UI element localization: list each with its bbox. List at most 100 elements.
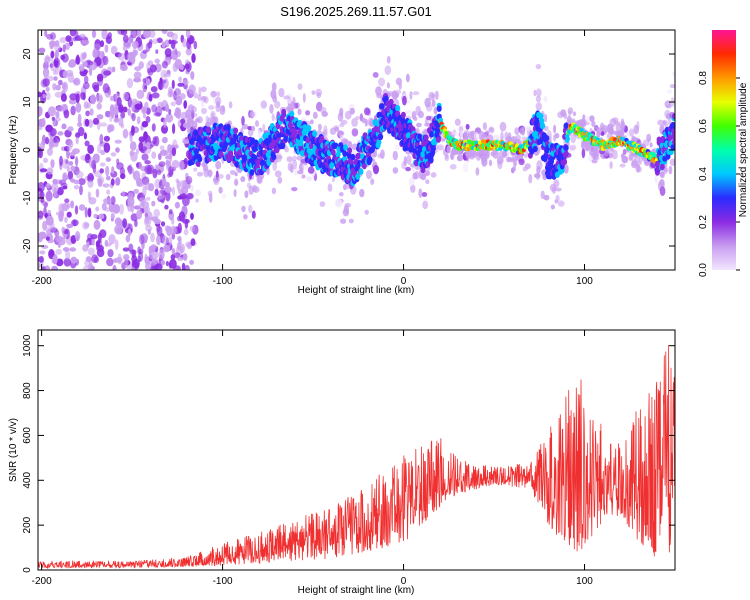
spectrogram-noise-blob xyxy=(136,89,145,99)
spectrogram-halo-blob xyxy=(507,132,512,140)
spectrogram-halo-blob xyxy=(241,205,246,213)
spectrogram-ridge-blob xyxy=(544,135,550,142)
spectrogram-noise-blob xyxy=(190,71,195,80)
spectrogram-noise-blob xyxy=(165,186,173,194)
spectrogram-noise-blob xyxy=(51,116,55,121)
spectrogram-noise-blob xyxy=(190,105,197,113)
spectrogram-halo-blob xyxy=(364,107,370,116)
spectrogram-noise-blob xyxy=(171,79,175,89)
spectrogram-ridge-blob xyxy=(579,127,584,133)
spectrogram-noise-blob xyxy=(58,203,65,214)
spectrogram-halo-blob xyxy=(488,159,493,167)
spectrogram-noise-blob xyxy=(107,249,114,258)
spectrogram-noise-blob xyxy=(46,167,54,175)
spectrogram-noise-blob xyxy=(145,225,153,232)
spectrogram-noise-blob xyxy=(67,144,72,152)
spectrogram-noise-blob xyxy=(45,190,53,202)
spectrogram-halo-blob xyxy=(284,147,290,153)
spectrogram-halo-blob xyxy=(406,73,410,83)
y-tick-label: 600 xyxy=(22,427,33,444)
spectrogram-noise-blob xyxy=(160,79,167,84)
spectrogram-halo-blob xyxy=(412,172,418,180)
spectrogram-noise-blob xyxy=(96,114,104,120)
spectrogram-noise-blob xyxy=(80,92,86,100)
spectrogram-noise-blob xyxy=(160,221,166,227)
spectrogram-noise-blob xyxy=(81,53,87,60)
spectrogram-ridge-blob xyxy=(444,131,449,136)
spectrogram-noise-blob xyxy=(73,185,80,190)
spectrogram-ridge-blob xyxy=(656,136,662,143)
spectrogram-halo-blob xyxy=(425,103,433,112)
spectrogram-noise-blob xyxy=(45,183,51,189)
spectrogram-noise-blob xyxy=(97,144,102,154)
spectrogram-ridge-blob xyxy=(358,168,364,175)
spectrogram-noise-blob xyxy=(168,209,173,215)
spectrogram-halo-blob xyxy=(297,83,303,90)
spectrogram-noise-blob xyxy=(168,108,172,115)
spectrogram-noise-blob xyxy=(49,40,56,48)
spectrogram-noise-blob xyxy=(61,82,67,90)
spectrogram-noise-blob xyxy=(65,35,72,42)
spectrogram-halo-blob xyxy=(473,132,480,142)
spectrogram-noise-blob xyxy=(79,33,86,39)
spectrogram-halo-blob xyxy=(437,144,444,151)
spectrogram-halo-blob xyxy=(293,167,298,177)
spectrogram-noise-blob xyxy=(111,66,116,73)
spectrogram-halo-blob xyxy=(329,127,337,135)
spectrogram-noise-blob xyxy=(83,75,89,84)
spectrogram-ridge-blob xyxy=(671,127,675,135)
spectrogram-noise-blob xyxy=(129,249,137,255)
spectrogram-halo-blob xyxy=(210,90,217,98)
spectrogram-halo-blob xyxy=(469,150,476,157)
spectrogram-halo-blob xyxy=(322,129,328,139)
spectrogram-halo-blob xyxy=(392,150,398,161)
spectrogram-noise-blob xyxy=(60,182,68,189)
spectrogram-noise-blob xyxy=(186,192,194,200)
spectrogram-ridge-blob xyxy=(330,149,336,156)
spectrogram-noise-blob xyxy=(38,142,41,148)
spectrogram-halo-blob xyxy=(659,186,666,197)
spectrogram-noise-blob xyxy=(45,136,50,145)
spectrogram-noise-blob xyxy=(167,86,174,95)
spectrogram-ridge-blob xyxy=(563,150,569,157)
spectrogram-noise-blob xyxy=(73,77,81,86)
spectrogram-noise-blob xyxy=(188,36,194,45)
spectrogram-halo-blob xyxy=(395,144,400,151)
spectrogram-noise-blob xyxy=(102,83,110,94)
spectrogram-halo-blob xyxy=(317,123,322,131)
spectrogram-noise-blob xyxy=(131,102,135,112)
spectrogram-halo-blob xyxy=(243,214,248,220)
spectrogram-halo-blob xyxy=(462,162,469,173)
spectrogram-noise-blob xyxy=(55,84,61,91)
spectrogram-ridge-blob xyxy=(543,153,549,160)
spectrogram-noise-blob xyxy=(185,30,191,39)
spectrogram-halo-blob xyxy=(405,166,411,172)
spectrogram-noise-blob xyxy=(154,188,159,196)
spectrogram-noise-blob xyxy=(118,104,124,113)
spectrogram-halo-blob xyxy=(215,91,221,97)
spectrogram-halo-blob xyxy=(411,166,415,172)
spectrogram-ridge-blob xyxy=(435,136,441,143)
spectrogram-noise-blob xyxy=(185,176,193,185)
spectrogram-noise-blob xyxy=(169,259,177,269)
spectrogram-y-label: Frequency (Hz) xyxy=(8,116,19,185)
spectrogram-halo-blob xyxy=(604,151,609,157)
spectrogram-noise-blob xyxy=(171,160,180,169)
spectrogram-noise-blob xyxy=(68,99,77,105)
x-tick-label: 0 xyxy=(401,576,407,587)
spectrogram-halo-blob xyxy=(274,100,281,109)
spectrogram-noise-blob xyxy=(64,198,70,203)
spectrogram-noise-blob xyxy=(163,117,167,128)
y-tick-label: -20 xyxy=(22,238,33,253)
spectrogram-noise-blob xyxy=(159,149,168,156)
spectrogram-halo-blob xyxy=(415,105,422,116)
spectrogram-halo-blob xyxy=(315,88,323,97)
spectrogram-noise-blob xyxy=(55,50,59,58)
spectrogram-noise-blob xyxy=(141,120,149,128)
spectrogram-halo-blob xyxy=(271,113,275,122)
spectrogram-noise-blob xyxy=(114,239,119,251)
spectrogram-noise-blob xyxy=(150,244,157,251)
spectrogram-halo-blob xyxy=(205,115,209,125)
spectrogram-halo-blob xyxy=(553,124,557,134)
